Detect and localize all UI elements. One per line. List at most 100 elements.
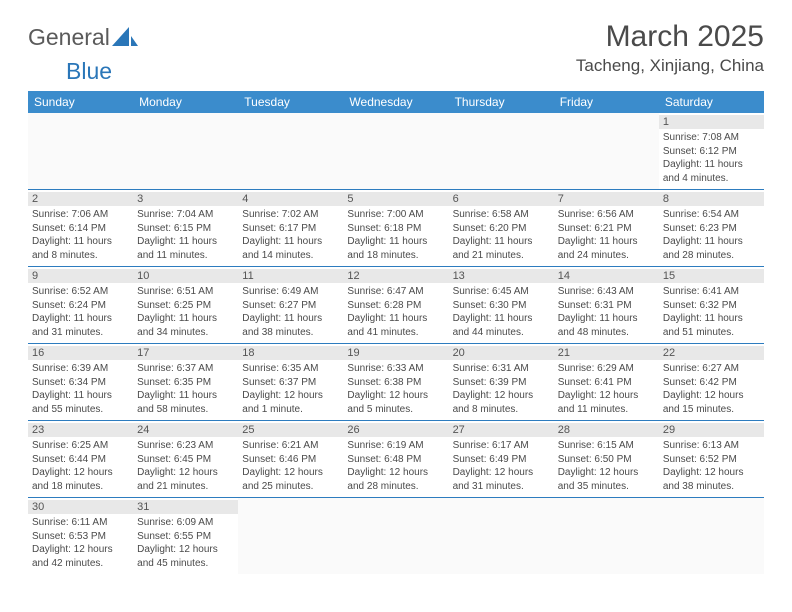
calendar-day-cell xyxy=(238,498,343,575)
day-number: 11 xyxy=(238,269,343,283)
day-number: 1 xyxy=(659,115,764,129)
day-number: 28 xyxy=(554,423,659,437)
calendar-day-cell xyxy=(343,113,448,190)
day-number: 19 xyxy=(343,346,448,360)
calendar-day-cell: 2 Sunrise: 7:06 AMSunset: 6:14 PMDaylight… xyxy=(28,190,133,267)
day-details: Sunrise: 6:54 AMSunset: 6:23 PMDaylight:… xyxy=(663,208,760,262)
calendar-day-cell: 24 Sunrise: 6:23 AMSunset: 6:45 PMDayligh… xyxy=(133,421,238,498)
weekday-header-row: SundayMondayTuesdayWednesdayThursdayFrid… xyxy=(28,91,764,113)
calendar-day-cell: 29Sunrise: 6:13 AMSunset: 6:52 PMDayligh… xyxy=(659,421,764,498)
calendar-day-cell: 15Sunrise: 6:41 AMSunset: 6:32 PMDayligh… xyxy=(659,267,764,344)
day-details: Sunrise: 6:27 AMSunset: 6:42 PMDaylight:… xyxy=(663,362,760,416)
calendar-day-cell xyxy=(554,498,659,575)
day-number: 25 xyxy=(238,423,343,437)
logo-sail-icon xyxy=(112,26,138,46)
day-number: 3 xyxy=(133,192,238,206)
day-number: 20 xyxy=(449,346,554,360)
weekday-header: Sunday xyxy=(28,91,133,113)
day-details: Sunrise: 6:43 AMSunset: 6:31 PMDaylight:… xyxy=(558,285,655,339)
day-number: 2 xyxy=(28,192,133,206)
calendar-body: 1 Sunrise: 7:08 AMSunset: 6:12 PMDaylight… xyxy=(28,113,764,574)
day-number: 30 xyxy=(28,500,133,514)
weekday-header: Wednesday xyxy=(343,91,448,113)
calendar-day-cell xyxy=(659,498,764,575)
weekday-header: Monday xyxy=(133,91,238,113)
page: General March 2025 Tacheng, Xinjiang, Ch… xyxy=(0,0,792,574)
calendar-day-cell: 10Sunrise: 6:51 AMSunset: 6:25 PMDayligh… xyxy=(133,267,238,344)
calendar-day-cell: 8 Sunrise: 6:54 AMSunset: 6:23 PMDaylight… xyxy=(659,190,764,267)
calendar-day-cell xyxy=(238,113,343,190)
day-details: Sunrise: 6:41 AMSunset: 6:32 PMDaylight:… xyxy=(663,285,760,339)
day-number: 22 xyxy=(659,346,764,360)
calendar-day-cell: 26 Sunrise: 6:19 AMSunset: 6:48 PMDayligh… xyxy=(343,421,448,498)
day-details: Sunrise: 6:39 AMSunset: 6:34 PMDaylight:… xyxy=(32,362,129,416)
calendar-day-cell: 23Sunrise: 6:25 AMSunset: 6:44 PMDayligh… xyxy=(28,421,133,498)
calendar-week-row: 30Sunrise: 6:11 AMSunset: 6:53 PMDayligh… xyxy=(28,498,764,575)
calendar-day-cell xyxy=(28,113,133,190)
day-details: Sunrise: 7:02 AMSunset: 6:17 PMDaylight:… xyxy=(242,208,339,262)
day-details: Sunrise: 6:35 AMSunset: 6:37 PMDaylight:… xyxy=(242,362,339,416)
weekday-header: Thursday xyxy=(449,91,554,113)
calendar-day-cell xyxy=(343,498,448,575)
day-number: 5 xyxy=(343,192,448,206)
day-details: Sunrise: 7:04 AMSunset: 6:15 PMDaylight:… xyxy=(137,208,234,262)
logo-text-general: General xyxy=(28,24,110,51)
calendar-day-cell: 5 Sunrise: 7:00 AMSunset: 6:18 PMDaylight… xyxy=(343,190,448,267)
day-details: Sunrise: 6:19 AMSunset: 6:48 PMDaylight:… xyxy=(347,439,444,493)
day-details: Sunrise: 6:29 AMSunset: 6:41 PMDaylight:… xyxy=(558,362,655,416)
day-details: Sunrise: 7:08 AMSunset: 6:12 PMDaylight:… xyxy=(663,131,760,185)
day-number: 7 xyxy=(554,192,659,206)
calendar-day-cell xyxy=(449,498,554,575)
day-details: Sunrise: 6:47 AMSunset: 6:28 PMDaylight:… xyxy=(347,285,444,339)
day-number: 12 xyxy=(343,269,448,283)
calendar-day-cell xyxy=(133,113,238,190)
calendar-week-row: 1 Sunrise: 7:08 AMSunset: 6:12 PMDaylight… xyxy=(28,113,764,190)
day-number: 10 xyxy=(133,269,238,283)
calendar-day-cell: 21 Sunrise: 6:29 AMSunset: 6:41 PMDayligh… xyxy=(554,344,659,421)
calendar-day-cell: 9Sunrise: 6:52 AMSunset: 6:24 PMDaylight… xyxy=(28,267,133,344)
day-details: Sunrise: 6:09 AMSunset: 6:55 PMDaylight:… xyxy=(137,516,234,570)
calendar-day-cell: 18Sunrise: 6:35 AMSunset: 6:37 PMDayligh… xyxy=(238,344,343,421)
month-title: March 2025 xyxy=(576,20,764,54)
day-details: Sunrise: 6:23 AMSunset: 6:45 PMDaylight:… xyxy=(137,439,234,493)
calendar-day-cell: 1 Sunrise: 7:08 AMSunset: 6:12 PMDaylight… xyxy=(659,113,764,190)
day-number: 16 xyxy=(28,346,133,360)
day-number: 8 xyxy=(659,192,764,206)
calendar-day-cell: 19 Sunrise: 6:33 AMSunset: 6:38 PMDayligh… xyxy=(343,344,448,421)
weekday-header: Tuesday xyxy=(238,91,343,113)
calendar-day-cell: 20 Sunrise: 6:31 AMSunset: 6:39 PMDayligh… xyxy=(449,344,554,421)
weekday-header: Friday xyxy=(554,91,659,113)
calendar-day-cell: 4Sunrise: 7:02 AMSunset: 6:17 PMDaylight… xyxy=(238,190,343,267)
day-details: Sunrise: 6:31 AMSunset: 6:39 PMDaylight:… xyxy=(453,362,550,416)
calendar-day-cell: 13Sunrise: 6:45 AMSunset: 6:30 PMDayligh… xyxy=(449,267,554,344)
day-details: Sunrise: 6:33 AMSunset: 6:38 PMDaylight:… xyxy=(347,362,444,416)
day-details: Sunrise: 7:06 AMSunset: 6:14 PMDaylight:… xyxy=(32,208,129,262)
day-details: Sunrise: 6:13 AMSunset: 6:52 PMDaylight:… xyxy=(663,439,760,493)
calendar-week-row: 16 Sunrise: 6:39 AMSunset: 6:34 PMDayligh… xyxy=(28,344,764,421)
calendar-day-cell: 28Sunrise: 6:15 AMSunset: 6:50 PMDayligh… xyxy=(554,421,659,498)
day-details: Sunrise: 6:58 AMSunset: 6:20 PMDaylight:… xyxy=(453,208,550,262)
day-details: Sunrise: 7:00 AMSunset: 6:18 PMDaylight:… xyxy=(347,208,444,262)
logo-text-blue: Blue xyxy=(66,58,792,85)
calendar-day-cell xyxy=(554,113,659,190)
day-number: 21 xyxy=(554,346,659,360)
day-number: 24 xyxy=(133,423,238,437)
calendar-day-cell: 17Sunrise: 6:37 AMSunset: 6:35 PMDayligh… xyxy=(133,344,238,421)
day-details: Sunrise: 6:25 AMSunset: 6:44 PMDaylight:… xyxy=(32,439,129,493)
calendar-day-cell: 12 Sunrise: 6:47 AMSunset: 6:28 PMDayligh… xyxy=(343,267,448,344)
day-number: 14 xyxy=(554,269,659,283)
calendar-day-cell: 16 Sunrise: 6:39 AMSunset: 6:34 PMDayligh… xyxy=(28,344,133,421)
calendar-table: SundayMondayTuesdayWednesdayThursdayFrid… xyxy=(28,91,764,574)
calendar-day-cell: 25 Sunrise: 6:21 AMSunset: 6:46 PMDayligh… xyxy=(238,421,343,498)
day-details: Sunrise: 6:37 AMSunset: 6:35 PMDaylight:… xyxy=(137,362,234,416)
calendar-day-cell: 6 Sunrise: 6:58 AMSunset: 6:20 PMDaylight… xyxy=(449,190,554,267)
day-number: 6 xyxy=(449,192,554,206)
calendar-day-cell: 11 Sunrise: 6:49 AMSunset: 6:27 PMDayligh… xyxy=(238,267,343,344)
day-number: 26 xyxy=(343,423,448,437)
day-details: Sunrise: 6:49 AMSunset: 6:27 PMDaylight:… xyxy=(242,285,339,339)
day-details: Sunrise: 6:21 AMSunset: 6:46 PMDaylight:… xyxy=(242,439,339,493)
day-number: 9 xyxy=(28,269,133,283)
logo: General xyxy=(28,24,138,51)
day-details: Sunrise: 6:45 AMSunset: 6:30 PMDaylight:… xyxy=(453,285,550,339)
calendar-week-row: 23Sunrise: 6:25 AMSunset: 6:44 PMDayligh… xyxy=(28,421,764,498)
